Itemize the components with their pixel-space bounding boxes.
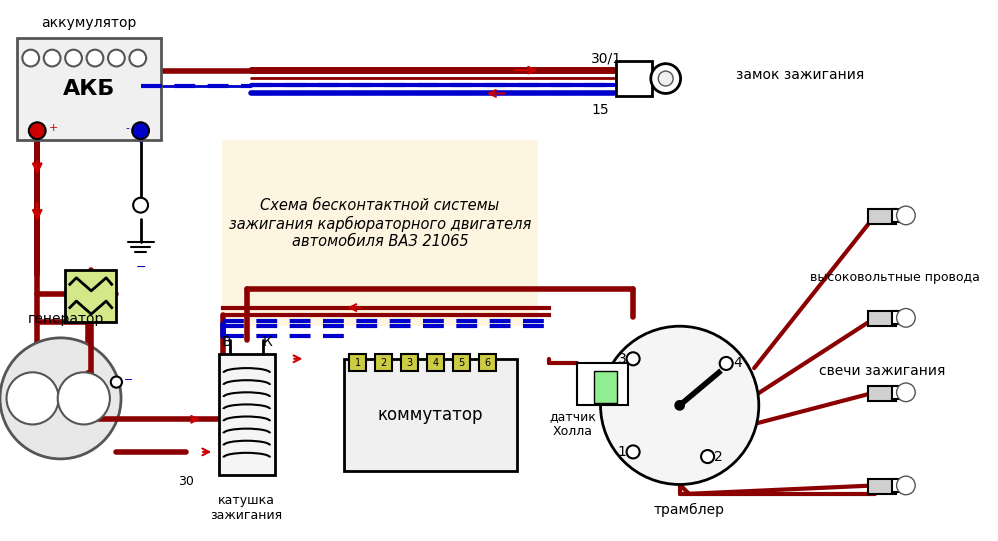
Circle shape bbox=[108, 50, 125, 67]
Text: −: − bbox=[136, 261, 146, 274]
FancyBboxPatch shape bbox=[222, 140, 538, 326]
Circle shape bbox=[133, 197, 148, 213]
Circle shape bbox=[896, 476, 915, 494]
Text: датчик
Холла: датчик Холла bbox=[549, 410, 596, 438]
Circle shape bbox=[701, 450, 715, 463]
Bar bbox=[594, 371, 618, 404]
Text: 6: 6 bbox=[485, 358, 491, 367]
Bar bbox=[867, 386, 895, 401]
Bar bbox=[349, 354, 366, 371]
Text: 2: 2 bbox=[715, 450, 724, 464]
Text: 30: 30 bbox=[179, 475, 195, 488]
Bar bbox=[427, 354, 444, 371]
Circle shape bbox=[896, 308, 915, 327]
Bar bbox=[344, 359, 517, 471]
Text: свечи зажигания: свечи зажигания bbox=[819, 364, 946, 378]
Bar bbox=[577, 364, 629, 405]
Text: аккумулятор: аккумулятор bbox=[41, 16, 137, 30]
Text: 30/1: 30/1 bbox=[591, 51, 622, 65]
Circle shape bbox=[601, 326, 758, 485]
Bar bbox=[219, 354, 274, 475]
Text: 1: 1 bbox=[354, 358, 360, 367]
Circle shape bbox=[627, 445, 640, 458]
Circle shape bbox=[44, 50, 61, 67]
Bar bbox=[375, 354, 392, 371]
Circle shape bbox=[22, 50, 39, 67]
Text: замок зажигания: замок зажигания bbox=[736, 68, 864, 82]
Text: трамблер: трамблер bbox=[654, 503, 725, 517]
Text: 15: 15 bbox=[591, 103, 609, 117]
Bar bbox=[892, 479, 909, 492]
Circle shape bbox=[675, 401, 685, 410]
Circle shape bbox=[58, 372, 110, 425]
Bar bbox=[617, 61, 652, 96]
Text: 1: 1 bbox=[618, 445, 627, 459]
Bar bbox=[892, 209, 909, 222]
Circle shape bbox=[130, 50, 146, 67]
Bar bbox=[65, 270, 117, 321]
Text: 2: 2 bbox=[380, 358, 386, 367]
Text: В: В bbox=[222, 335, 232, 349]
Circle shape bbox=[896, 383, 915, 401]
Text: Схема бесконтактной системы
зажигания карбюраторного двигателя
автомобиля ВАЗ 21: Схема бесконтактной системы зажигания ка… bbox=[229, 198, 531, 249]
Text: АКБ: АКБ bbox=[63, 79, 115, 99]
Circle shape bbox=[132, 122, 149, 139]
Circle shape bbox=[111, 377, 122, 388]
Bar bbox=[892, 386, 909, 399]
Text: −: − bbox=[124, 375, 133, 385]
Circle shape bbox=[720, 357, 733, 370]
Text: коммутатор: коммутатор bbox=[378, 406, 483, 424]
Text: 5: 5 bbox=[459, 358, 465, 367]
Bar bbox=[892, 311, 909, 325]
Text: 3: 3 bbox=[618, 352, 627, 366]
Text: +: + bbox=[49, 123, 58, 133]
Bar bbox=[867, 479, 895, 494]
Circle shape bbox=[87, 50, 104, 67]
Text: -: - bbox=[126, 123, 130, 133]
Circle shape bbox=[0, 338, 121, 459]
Bar bbox=[867, 209, 895, 224]
Circle shape bbox=[651, 64, 681, 94]
Bar bbox=[479, 354, 496, 371]
Text: катушка
зажигания: катушка зажигания bbox=[211, 494, 282, 522]
Text: 4: 4 bbox=[433, 358, 439, 367]
Text: 3: 3 bbox=[406, 358, 413, 367]
Circle shape bbox=[65, 50, 82, 67]
Bar bbox=[401, 354, 418, 371]
Text: К: К bbox=[262, 335, 272, 349]
Text: генератор: генератор bbox=[28, 312, 105, 326]
Text: 4: 4 bbox=[733, 357, 742, 371]
Circle shape bbox=[7, 372, 59, 425]
Circle shape bbox=[896, 206, 915, 225]
Bar bbox=[17, 37, 161, 140]
Circle shape bbox=[659, 71, 673, 86]
Text: высоковольтные провода: высоковольтные провода bbox=[810, 271, 980, 285]
Circle shape bbox=[29, 122, 46, 139]
Circle shape bbox=[627, 352, 640, 365]
Bar bbox=[453, 354, 470, 371]
Bar bbox=[867, 311, 895, 326]
